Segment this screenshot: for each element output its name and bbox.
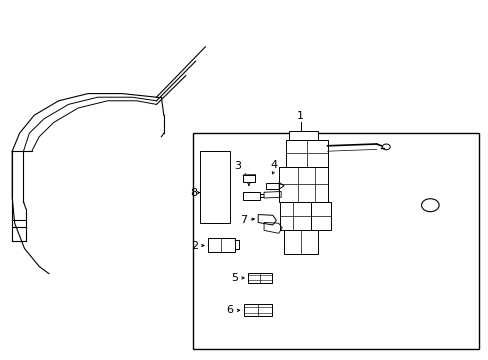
Text: 5: 5 xyxy=(231,273,238,283)
Text: 1: 1 xyxy=(297,111,304,121)
Bar xyxy=(193,133,478,349)
Bar xyxy=(311,202,330,230)
Text: 3: 3 xyxy=(234,161,241,171)
Bar xyxy=(283,230,317,254)
Text: 6: 6 xyxy=(226,305,233,315)
Text: 2: 2 xyxy=(190,240,198,251)
Bar xyxy=(243,192,260,200)
Bar xyxy=(207,238,234,252)
Bar xyxy=(288,131,317,140)
Bar xyxy=(200,151,229,223)
Bar xyxy=(243,175,255,182)
Bar xyxy=(243,304,271,316)
Bar xyxy=(278,167,327,202)
Text: 8: 8 xyxy=(189,188,197,198)
Bar xyxy=(247,273,272,283)
Text: 7: 7 xyxy=(239,215,246,225)
Bar xyxy=(279,202,311,230)
Bar xyxy=(285,140,327,167)
Text: 4: 4 xyxy=(270,160,277,170)
Bar xyxy=(265,183,279,189)
